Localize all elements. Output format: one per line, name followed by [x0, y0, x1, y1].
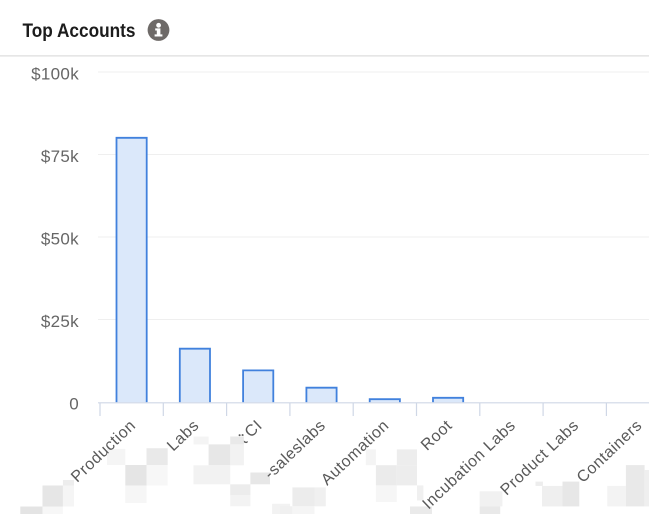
svg-text:$100k: $100k	[31, 65, 79, 84]
svg-text:Top Accounts: Top Accounts	[23, 21, 136, 42]
svg-text:$75k: $75k	[41, 147, 79, 166]
svg-text:$25k: $25k	[41, 312, 79, 331]
svg-text:$50k: $50k	[41, 230, 79, 249]
svg-text:CI: CI	[242, 417, 266, 441]
svg-text:Root: Root	[418, 417, 456, 454]
svg-text:0: 0	[69, 395, 79, 414]
svg-text:-saleslabs: -saleslabs	[261, 417, 329, 483]
svg-text:Labs: Labs	[164, 417, 202, 455]
